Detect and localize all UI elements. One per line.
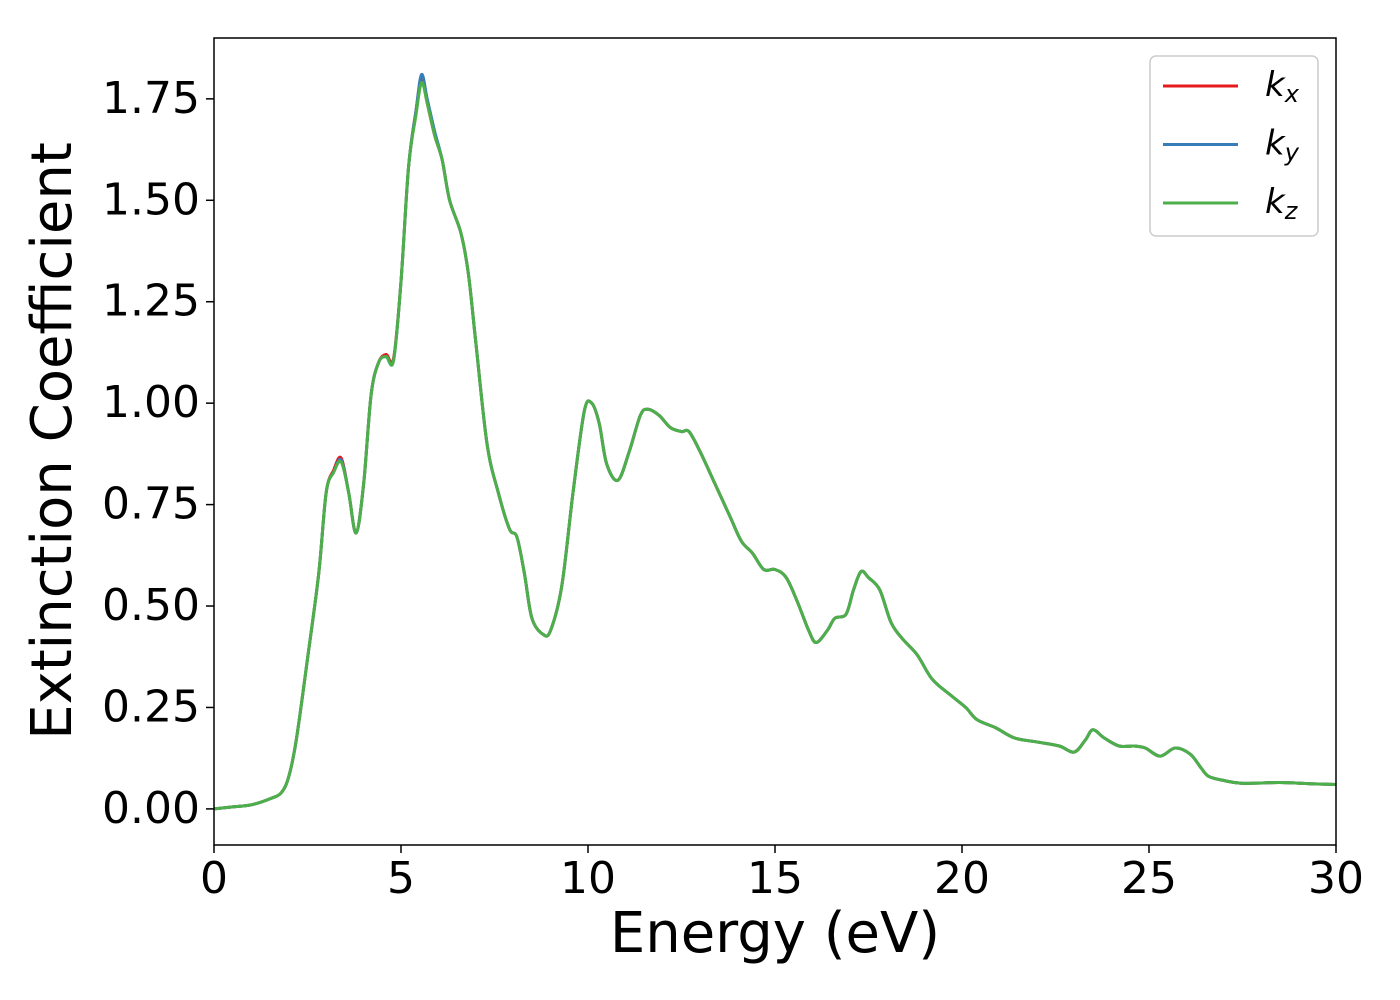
y-axis-label: Extinction Coefficient [20,142,85,740]
legend-label: kx [1265,65,1300,109]
y-tick-label: 0.50 [102,580,200,631]
y-tick-label: 1.25 [102,276,200,327]
legend-label: ky [1265,123,1300,167]
x-tick-label: 0 [200,853,228,904]
x-tick-label: 10 [560,853,616,904]
y-tick-label: 0.75 [102,479,200,530]
line [214,81,1336,811]
x-tick-label: 5 [387,853,415,904]
y-tick-label: 0.00 [102,783,200,834]
y-tick-label: 1.50 [102,174,200,225]
x-tick-label: 15 [747,853,803,904]
x-tick-label: 20 [934,853,990,904]
y-tick-label: 1.75 [102,73,200,124]
y-tick-label: 0.25 [102,681,200,732]
x-axis-label: Energy (eV) [610,901,940,966]
plot-frame [213,37,1337,846]
y-tick-label: 1.00 [102,377,200,428]
x-tick-label: 30 [1308,853,1364,904]
x-tick-label: 25 [1121,853,1177,904]
legend-label: kz [1265,182,1299,226]
